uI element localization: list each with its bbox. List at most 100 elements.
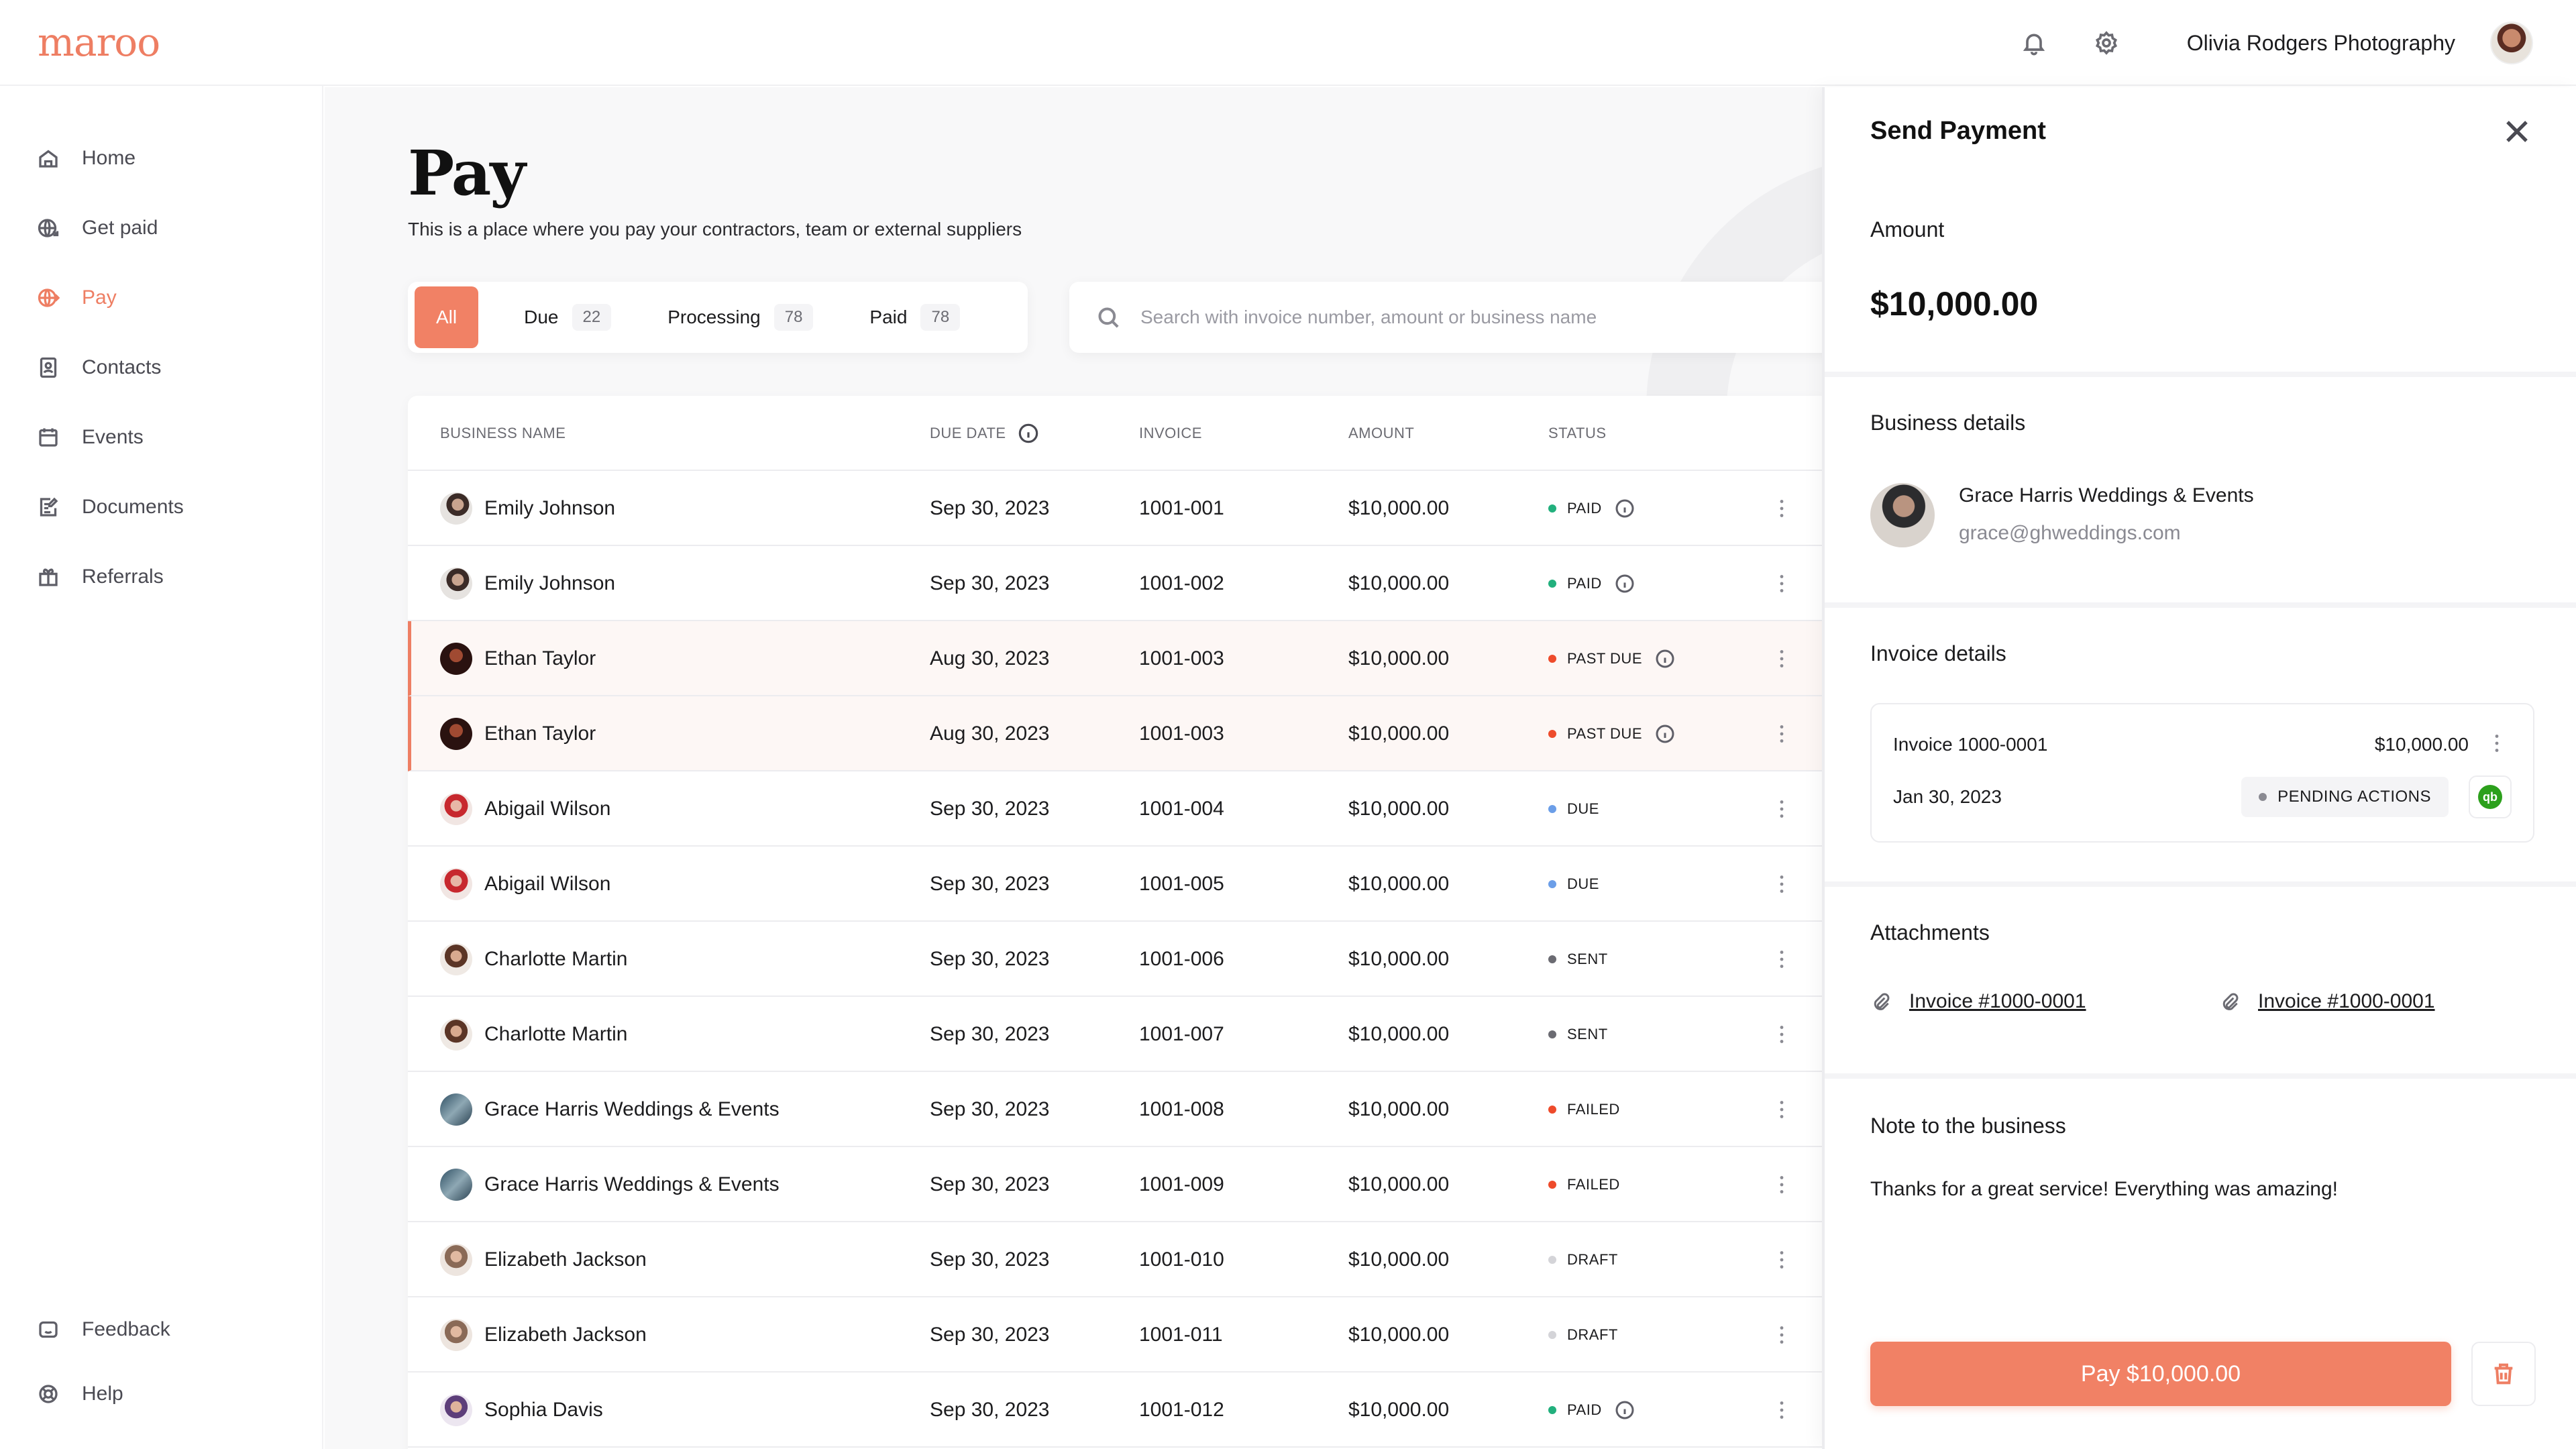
due-date-cell: Sep 30, 2023 <box>930 948 1050 970</box>
invoice-details-label: Invoice details <box>1870 641 2006 665</box>
info-icon[interactable] <box>1613 1398 1637 1422</box>
pay-button[interactable]: Pay $10,000.00 <box>1870 1342 2451 1406</box>
sidebar-item-label: Help <box>82 1383 123 1405</box>
status-dot <box>1548 955 1556 963</box>
row-actions[interactable] <box>1770 1373 1794 1448</box>
row-actions[interactable] <box>1770 847 1794 922</box>
payments-table: BUSINESS NAME DUE DATE INVOICE AMOUNT ST… <box>408 396 1825 1449</box>
close-panel-button[interactable] <box>2501 115 2533 148</box>
row-actions[interactable] <box>1770 771 1794 847</box>
status-label: PAID <box>1567 1401 1602 1418</box>
table-row[interactable]: Charlotte Martin Sep 30, 2023 1001-007 $10,… <box>408 997 1825 1072</box>
table-row[interactable]: Sophia Davis Sep 30, 2023 1001-012 $10,000.… <box>408 1373 1825 1448</box>
info-icon[interactable] <box>1613 496 1637 521</box>
business-name: Elizabeth Jackson <box>484 1324 647 1346</box>
business-cell: Charlotte Martin <box>440 922 627 997</box>
tab-paid[interactable]: Paid 78 <box>848 286 981 348</box>
table-row[interactable]: Abigail Wilson Sep 30, 2023 1001-004 $10,00… <box>408 771 1825 847</box>
attachment-name: Invoice #1000-0001 <box>1909 990 2086 1012</box>
business-email: grace@ghweddings.com <box>1959 522 2181 544</box>
row-actions[interactable] <box>1770 546 1794 621</box>
column-header-amount[interactable]: AMOUNT <box>1348 396 1414 471</box>
amount-cell: $10,000.00 <box>1348 1399 1450 1421</box>
info-icon[interactable] <box>1613 572 1637 596</box>
due-date-cell: Sep 30, 2023 <box>930 1173 1050 1195</box>
sidebar-item-get-paid[interactable]: Get paid <box>36 207 158 250</box>
table-row[interactable]: Ethan Taylor Aug 30, 2023 1001-003 $10,000.… <box>408 621 1825 696</box>
invoice-cell: 1001-009 <box>1139 1173 1224 1195</box>
quickbooks-button[interactable]: qb <box>2469 775 2512 818</box>
row-actions[interactable] <box>1770 922 1794 997</box>
app-logo[interactable]: maroo <box>38 19 160 65</box>
table-row[interactable]: Abigail Wilson Sep 30, 2023 1001-005 $10,00… <box>408 847 1825 922</box>
due-date-cell: Sep 30, 2023 <box>930 798 1050 820</box>
payment-amount: $10,000.00 <box>1870 285 2039 323</box>
business-cell: Grace Harris Weddings & Events <box>440 1147 780 1222</box>
table-row[interactable]: Grace Harris Weddings & Events Sep 30, 20… <box>408 1147 1825 1222</box>
sidebar-item-referrals[interactable]: Referrals <box>36 555 164 598</box>
tab-all[interactable]: All <box>415 286 479 348</box>
status-dot <box>1548 730 1556 738</box>
contacts-icon <box>40 357 57 378</box>
amount-cell: $10,000.00 <box>1348 722 1450 745</box>
status-dot <box>1548 580 1556 588</box>
row-actions[interactable] <box>1770 1072 1794 1147</box>
row-actions[interactable] <box>1770 621 1794 696</box>
row-actions[interactable] <box>1770 1297 1794 1373</box>
attachment-link[interactable]: Invoice #1000-0001 <box>1870 990 2086 1013</box>
sidebar-item-events[interactable]: Events <box>36 416 144 459</box>
attachment-link[interactable]: Invoice #1000-0001 <box>2219 990 2435 1013</box>
more-vertical-icon[interactable] <box>2485 731 2509 755</box>
status-cell: PAST DUE <box>1548 696 1677 771</box>
sidebar-item-contacts[interactable]: Contacts <box>36 346 161 389</box>
column-header-due-date[interactable]: DUE DATE <box>930 396 1041 471</box>
document-edit-icon <box>40 497 58 517</box>
table-row[interactable]: Elizabeth Jackson Sep 30, 2023 1001-010 $10… <box>408 1222 1825 1297</box>
info-icon[interactable] <box>1653 722 1677 746</box>
business-cell: Abigail Wilson <box>440 771 610 847</box>
column-header-business[interactable]: BUSINESS NAME <box>440 396 566 471</box>
notifications-button[interactable] <box>2015 24 2053 62</box>
avatar <box>440 943 472 975</box>
page-title: Pay <box>408 137 526 209</box>
more-vertical-icon <box>1780 1176 1784 1193</box>
sidebar-item-help[interactable]: Help <box>36 1373 123 1415</box>
organization-name[interactable]: Olivia Rodgers Photography <box>2186 30 2455 55</box>
table-row[interactable]: Elizabeth Jackson Sep 30, 2023 1001-011 $10… <box>408 1297 1825 1373</box>
table-row[interactable]: Emily Johnson Sep 30, 2023 1001-001 $10,000… <box>408 471 1825 546</box>
sidebar-item-pay[interactable]: Pay <box>36 276 117 319</box>
search-input[interactable] <box>1140 307 1744 328</box>
sidebar-item-label: Events <box>82 426 144 448</box>
row-actions[interactable] <box>1770 997 1794 1072</box>
sidebar-item-feedback[interactable]: Feedback <box>36 1308 170 1351</box>
sidebar-item-documents[interactable]: Documents <box>36 486 184 529</box>
invoice-card[interactable]: Invoice 1000-0001 $10,000.00 Jan 30, 202… <box>1870 703 2534 843</box>
business-details-label: Business details <box>1870 411 2026 435</box>
row-actions[interactable] <box>1770 696 1794 771</box>
more-vertical-icon <box>1780 1101 1784 1118</box>
table-row[interactable]: Ethan Taylor Aug 30, 2023 1001-003 $10,000.… <box>408 696 1825 771</box>
info-icon[interactable] <box>1016 421 1041 446</box>
table-row[interactable]: Charlotte Martin Sep 30, 2023 1001-006 $10,… <box>408 922 1825 997</box>
tab-due[interactable]: Due 22 <box>502 286 633 348</box>
row-actions[interactable] <box>1770 471 1794 546</box>
delete-button[interactable] <box>2471 1342 2536 1406</box>
user-avatar[interactable] <box>2490 21 2533 64</box>
header-label: DUE DATE <box>930 425 1006 441</box>
row-actions[interactable] <box>1770 1147 1794 1222</box>
info-icon[interactable] <box>1653 647 1677 671</box>
column-header-status[interactable]: STATUS <box>1548 396 1607 471</box>
more-vertical-icon <box>1780 875 1784 893</box>
status-badge: PENDING ACTIONS <box>2241 777 2449 817</box>
header-label: AMOUNT <box>1348 425 1415 441</box>
settings-button[interactable] <box>2088 24 2125 62</box>
status-cell: FAILED <box>1548 1147 1620 1222</box>
row-actions[interactable] <box>1770 1222 1794 1297</box>
sidebar-item-home[interactable]: Home <box>36 137 136 180</box>
table-row[interactable]: Emily Johnson Sep 30, 2023 1001-002 $10,000… <box>408 546 1825 621</box>
table-row[interactable]: Grace Harris Weddings & Events Sep 30, 20… <box>408 1072 1825 1147</box>
tab-processing[interactable]: Processing 78 <box>646 286 835 348</box>
more-vertical-icon <box>1780 725 1784 743</box>
status-cell: SENT <box>1548 922 1608 997</box>
column-header-invoice[interactable]: INVOICE <box>1139 396 1202 471</box>
